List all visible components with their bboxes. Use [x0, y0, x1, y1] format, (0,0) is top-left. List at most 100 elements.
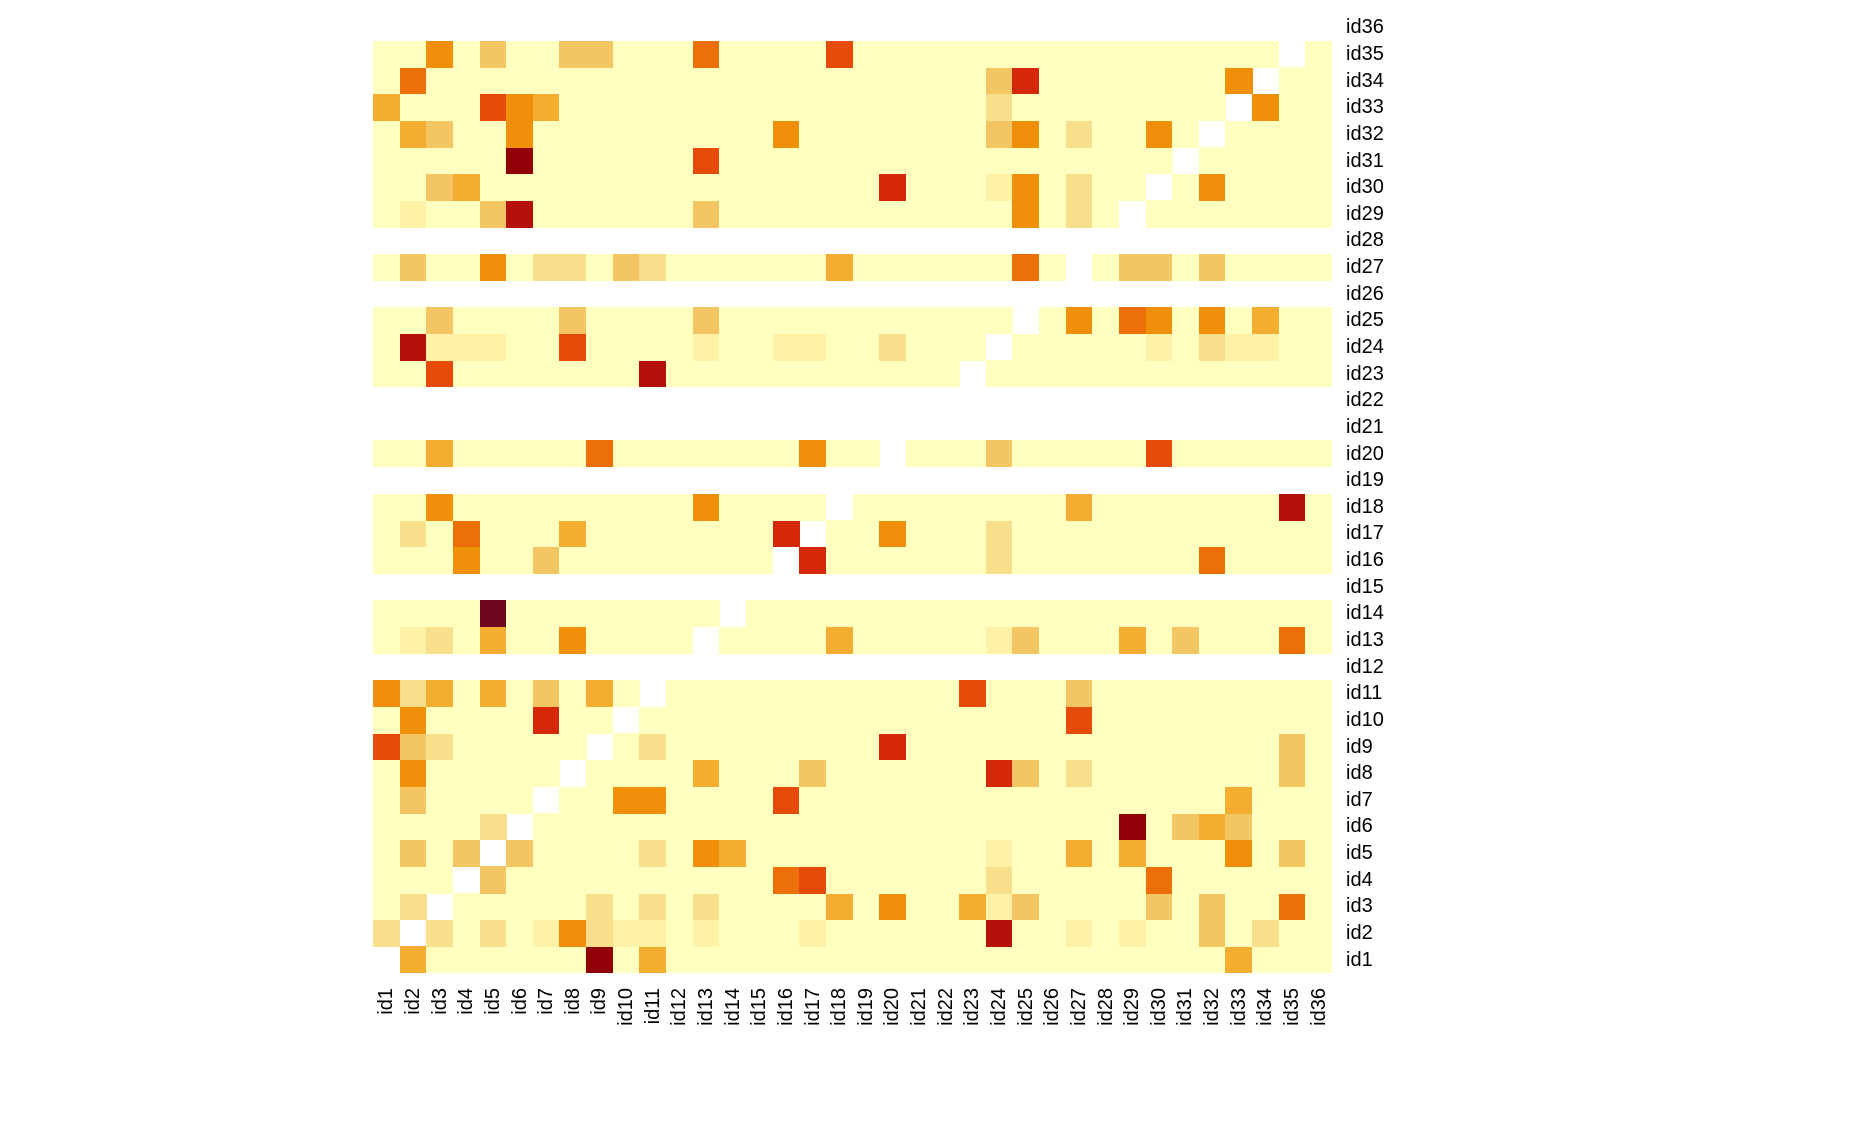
heatmap-cell: [719, 120, 747, 148]
heatmap-cell: [1225, 893, 1253, 921]
heatmap-cell: [719, 786, 747, 814]
heatmap-cell: [852, 546, 880, 574]
x-tick-label: id23: [961, 988, 984, 1026]
x-tick-label: id9: [588, 988, 611, 1015]
x-tick-label: id11: [641, 988, 664, 1025]
heatmap-cell: [666, 706, 694, 734]
heatmap-cell: [905, 759, 933, 787]
heatmap-cell: [506, 759, 534, 787]
heatmap-cell: [932, 253, 960, 281]
heatmap-cell: [1065, 173, 1093, 201]
heatmap-cell: [1252, 893, 1280, 921]
heatmap-cell: [373, 200, 401, 228]
heatmap-cell: [639, 173, 667, 201]
heatmap-cell: [479, 919, 507, 947]
heatmap-cell: [426, 706, 454, 734]
heatmap-cell: [1038, 733, 1067, 761]
heatmap-cell: [985, 626, 1013, 654]
heatmap-cell: [479, 546, 507, 574]
heatmap-cell: [1038, 759, 1067, 787]
heatmap-cell: [692, 173, 720, 201]
heatmap-cell: [1118, 253, 1146, 281]
heatmap-cell: [1198, 786, 1226, 814]
heatmap-cell: [1012, 147, 1040, 175]
heatmap-cell: [452, 440, 481, 468]
heatmap-cell: [1038, 147, 1067, 175]
heatmap-cell: [426, 360, 454, 388]
heatmap-cell: [719, 360, 747, 388]
heatmap-cell: [399, 440, 427, 468]
heatmap-cell: [1065, 307, 1093, 335]
heatmap-cell: [373, 493, 401, 521]
x-tick-label: id25: [1014, 988, 1037, 1026]
heatmap-cell: [905, 706, 933, 734]
heatmap-cell: [932, 67, 960, 95]
heatmap-cell: [932, 440, 960, 468]
heatmap-cell: [1172, 546, 1200, 574]
heatmap-cell: [1145, 360, 1173, 388]
heatmap-cell: [426, 866, 454, 894]
heatmap-cell: [1252, 626, 1280, 654]
heatmap-cell: [1092, 147, 1120, 175]
heatmap-cell: [852, 120, 880, 148]
heatmap-cell: [772, 93, 800, 122]
heatmap-cell: [772, 333, 800, 361]
heatmap-cell: [639, 307, 667, 335]
heatmap-cell: [506, 147, 534, 175]
heatmap-cell: [799, 919, 827, 947]
y-tick-label: id11: [1346, 682, 1383, 705]
heatmap-cell: [666, 493, 694, 521]
heatmap-cell: [1198, 147, 1226, 175]
heatmap-cell: [666, 520, 694, 548]
heatmap-cell: [852, 67, 880, 95]
y-tick-label: id5: [1346, 842, 1373, 865]
heatmap-cell: [1172, 626, 1200, 654]
heatmap-cell: [452, 946, 481, 974]
heatmap-cell: [1038, 919, 1067, 947]
heatmap-cell: [373, 839, 401, 867]
heatmap-cell: [586, 600, 614, 628]
heatmap-cell: [905, 919, 933, 947]
heatmap-cell: [1118, 40, 1146, 68]
heatmap-cell: [399, 839, 427, 867]
heatmap-cell: [1305, 706, 1333, 734]
x-tick-label: id24: [988, 988, 1010, 1026]
heatmap-cell: [799, 360, 827, 388]
heatmap-cell: [905, 93, 933, 122]
heatmap-cell: [985, 40, 1013, 68]
heatmap-cell: [532, 893, 560, 921]
heatmap-cell: [745, 520, 774, 548]
x-tick-label: id22: [934, 988, 957, 1026]
heatmap-cell: [506, 733, 534, 761]
heatmap-cell: [772, 839, 800, 867]
heatmap-cell: [879, 520, 907, 548]
x-tick-label: id16: [774, 988, 797, 1026]
heatmap-cell: [586, 919, 614, 947]
heatmap-cell: [1065, 120, 1093, 148]
heatmap-cell: [1065, 839, 1093, 867]
heatmap-cell: [1092, 919, 1120, 947]
heatmap-cell: [745, 786, 774, 814]
heatmap-cell: [1278, 813, 1306, 841]
heatmap-cell: [532, 67, 560, 95]
heatmap-cell: [959, 679, 987, 708]
heatmap-cell: [692, 866, 720, 894]
heatmap-cell: [1198, 679, 1226, 708]
heatmap-cell: [1012, 626, 1040, 654]
heatmap-cell: [399, 147, 427, 175]
heatmap-cell: [532, 679, 560, 708]
heatmap-cell: [666, 733, 694, 761]
heatmap-cell: [373, 626, 401, 654]
heatmap-cell: [452, 493, 481, 521]
heatmap-cell: [1092, 839, 1120, 867]
heatmap-cell: [1092, 733, 1120, 761]
y-tick-label: id32: [1346, 122, 1384, 145]
heatmap-cell: [719, 759, 747, 787]
heatmap-cell: [426, 253, 454, 281]
heatmap-cell: [506, 706, 534, 734]
heatmap-cell: [426, 40, 454, 68]
heatmap-cell: [1038, 360, 1067, 388]
heatmap-cell: [612, 813, 640, 841]
heatmap-cell: [373, 40, 401, 68]
heatmap-cell: [959, 893, 987, 921]
